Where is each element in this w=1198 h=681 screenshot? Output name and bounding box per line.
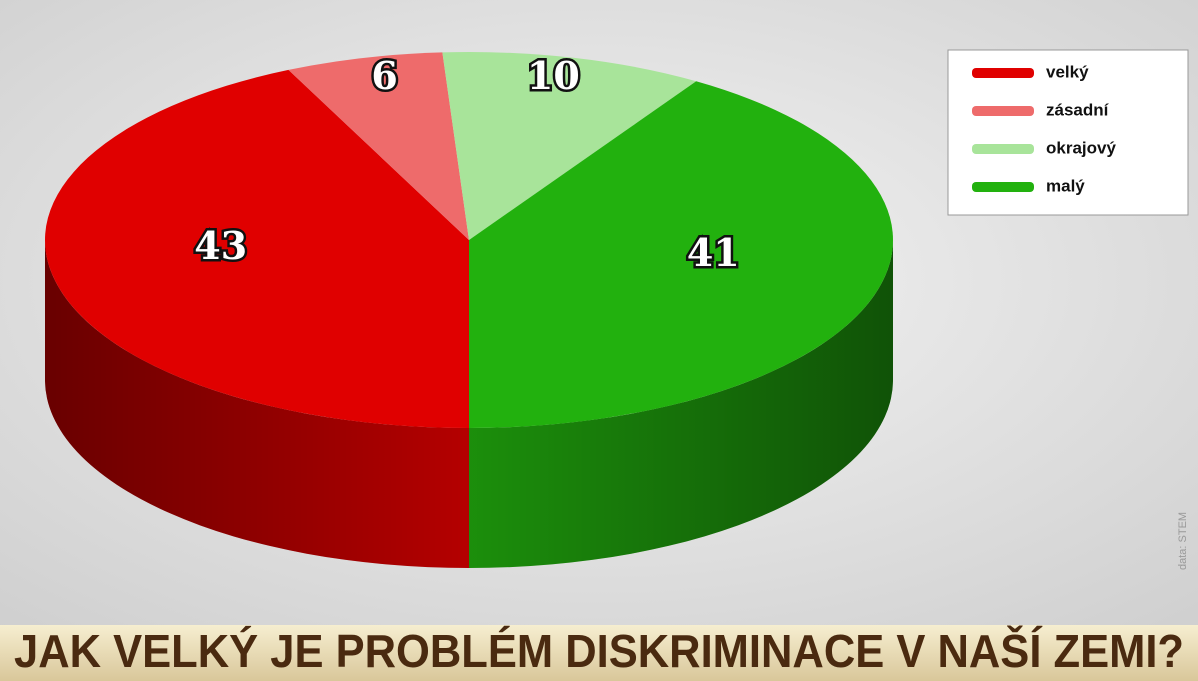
source: data: STEM: [1177, 512, 1189, 570]
legend-label: okrajový: [1046, 138, 1116, 157]
legend-swatch: [972, 106, 1034, 116]
legend-label: velký: [1046, 62, 1089, 81]
data-label: 10: [527, 53, 580, 98]
legend-swatch: [972, 144, 1034, 154]
pie: 43 6 10 41: [45, 52, 893, 568]
legend-label: malý: [1046, 176, 1085, 195]
chart: 43 6 10 41 velký zásadní okrajový malý data: S…: [0, 0, 1198, 681]
data-label: 6: [371, 53, 397, 98]
chart-title: JAK VELKÝ JE PROBLÉM DISKRIMINACE V NAŠÍ…: [14, 625, 1184, 677]
data-label: 43: [194, 223, 247, 268]
legend-swatch: [972, 182, 1034, 192]
data-label: 41: [687, 230, 740, 275]
legend-swatch: [972, 68, 1034, 78]
legend-label: zásadní: [1046, 100, 1110, 119]
